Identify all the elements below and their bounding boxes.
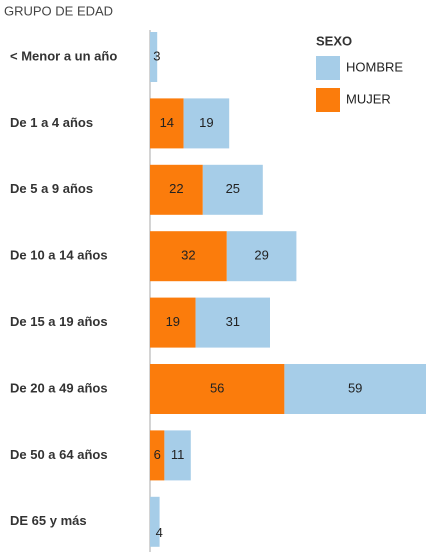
legend-swatch bbox=[316, 56, 340, 80]
category-label: De 10 a 14 años bbox=[10, 248, 108, 263]
value-label: 31 bbox=[226, 314, 240, 329]
category-label: De 5 a 9 años bbox=[10, 181, 93, 196]
bar-segment bbox=[150, 297, 196, 348]
bar-segment bbox=[150, 98, 184, 149]
bar-segment bbox=[150, 364, 285, 414]
bar-segment bbox=[183, 98, 230, 149]
value-label: 3 bbox=[153, 48, 160, 63]
value-label: 59 bbox=[348, 380, 362, 395]
category-label: De 15 a 19 años bbox=[10, 314, 108, 329]
legend-label: HOMBRE bbox=[346, 59, 403, 74]
value-label: 4 bbox=[156, 525, 163, 540]
bar-segment bbox=[150, 164, 203, 215]
value-label: 32 bbox=[181, 248, 195, 263]
bar-segment bbox=[195, 297, 270, 348]
bar-segment bbox=[150, 430, 165, 481]
category-label: DE 65 y más bbox=[10, 513, 87, 528]
bar-segment bbox=[164, 430, 191, 481]
category-label: De 50 a 64 años bbox=[10, 447, 108, 462]
bar-segment bbox=[226, 231, 297, 282]
value-label: 22 bbox=[169, 181, 183, 196]
bar-segment bbox=[150, 496, 160, 547]
value-label: 6 bbox=[154, 447, 161, 462]
bar-segment bbox=[284, 364, 426, 414]
value-label: 19 bbox=[166, 314, 180, 329]
value-label: 56 bbox=[210, 380, 224, 395]
legend-label: MUJER bbox=[346, 91, 391, 106]
axis-title: GRUPO DE EDAD bbox=[4, 3, 113, 18]
bar-segment bbox=[150, 32, 158, 82]
category-label: De 1 a 4 años bbox=[10, 115, 93, 130]
bar-segment bbox=[150, 231, 227, 282]
value-label: 29 bbox=[254, 248, 268, 263]
value-label: 11 bbox=[171, 447, 185, 462]
legend-swatch bbox=[316, 88, 340, 112]
category-label: < Menor a un año bbox=[10, 48, 117, 63]
bar-segment bbox=[202, 164, 263, 215]
legend-title: SEXO bbox=[316, 33, 352, 48]
category-label: De 20 a 49 años bbox=[10, 380, 108, 395]
value-label: 25 bbox=[226, 181, 240, 196]
value-label: 14 bbox=[160, 115, 174, 130]
value-label: 19 bbox=[199, 115, 213, 130]
